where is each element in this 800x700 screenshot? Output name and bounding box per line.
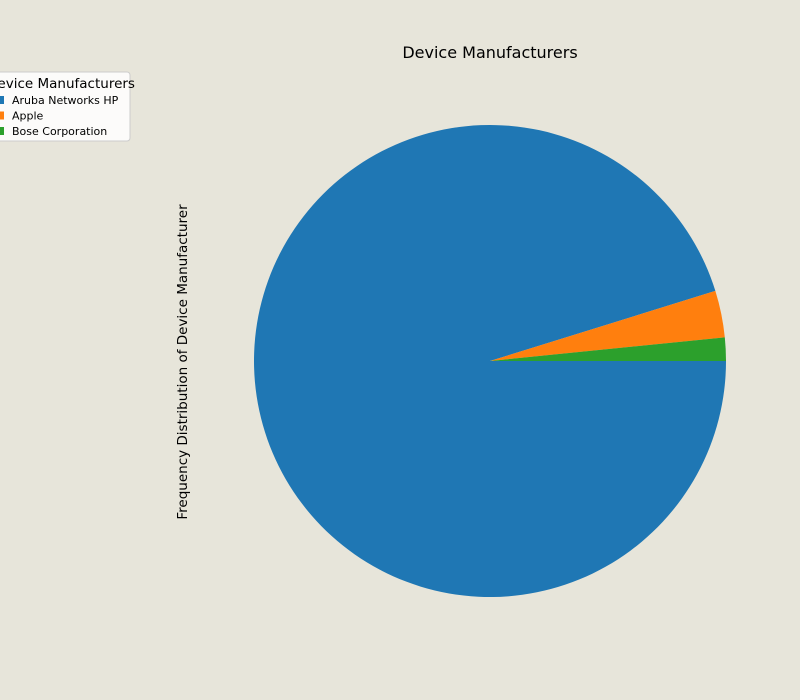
legend-label-aruba-networks-hp: Aruba Networks HP: [12, 94, 119, 107]
legend-swatch-bose-corporation: [0, 127, 4, 135]
legend: Device Manufacturers Aruba Networks HP Ap…: [0, 71, 135, 142]
legend-label-apple: Apple: [12, 110, 44, 123]
pie-slice-bose-corporation: [490, 337, 726, 361]
legend-title: Device Manufacturers: [0, 76, 135, 92]
pie-slices: [254, 125, 726, 598]
pie-slice-apple: [490, 290, 725, 361]
legend-swatch-apple: [0, 111, 4, 120]
y-axis-label: Frequency Distribution of Device Manufac…: [175, 204, 191, 520]
legend-swatch-aruba-networks-hp: [0, 96, 4, 104]
legend-frame: [0, 71, 131, 142]
legend-label-bose-corporation: Bose Corporation: [12, 125, 107, 138]
legend-items: Aruba Networks HP Apple Bose Corporation: [0, 94, 119, 138]
chart-title: Device Manufacturers: [402, 43, 577, 62]
pie-slice-aruba-networks-hp: [254, 125, 726, 598]
